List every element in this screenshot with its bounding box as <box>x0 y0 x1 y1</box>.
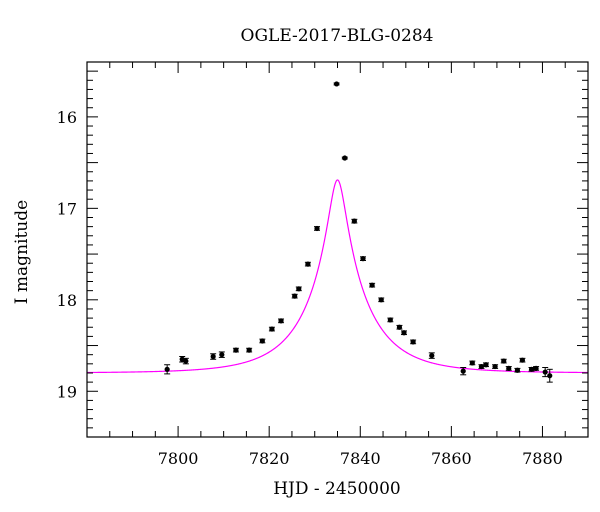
data-point <box>341 155 348 161</box>
data-marker <box>305 261 311 267</box>
data-marker <box>387 317 393 323</box>
chart-title: OGLE-2017-BLG-0284 <box>241 26 434 46</box>
x-tick-label: 7860 <box>431 449 472 468</box>
data-marker <box>219 352 225 358</box>
data-marker <box>369 282 375 288</box>
data-point <box>460 366 467 376</box>
data-point <box>514 367 521 373</box>
data-point <box>519 357 526 363</box>
data-marker <box>292 293 298 299</box>
y-tick-label: 17 <box>57 199 77 218</box>
data-point <box>542 366 549 378</box>
data-marker <box>410 339 416 345</box>
axes-layer: 7800 7820 7840 7860 7880 16 17 18 19 <box>57 61 589 468</box>
data-point <box>278 318 285 324</box>
data-marker <box>378 297 384 303</box>
model-curve-layer <box>86 179 589 374</box>
data-marker <box>342 155 348 161</box>
data-marker <box>492 363 498 370</box>
data-marker <box>278 318 284 324</box>
plot-frame <box>86 61 589 438</box>
x-tick-label: 7820 <box>249 449 290 468</box>
data-marker <box>296 286 302 292</box>
data-marker <box>460 368 466 374</box>
data-marker <box>210 353 216 360</box>
data-marker <box>542 369 548 375</box>
y-axis-label: I magnitude <box>12 200 32 304</box>
data-marker <box>429 352 435 359</box>
data-marker <box>483 362 489 368</box>
data-point <box>246 347 253 353</box>
data-point <box>291 293 298 299</box>
data-point <box>182 357 189 365</box>
data-point <box>492 363 499 370</box>
data-point <box>369 282 376 288</box>
y-tick-label: 19 <box>57 382 77 401</box>
model-curve <box>86 179 589 374</box>
data-marker <box>469 360 475 366</box>
data-marker <box>506 365 512 372</box>
data-point <box>482 362 489 368</box>
data-marker <box>314 225 320 232</box>
data-point <box>333 81 340 87</box>
data-point <box>210 353 217 360</box>
y-tick-label: 16 <box>57 108 77 127</box>
x-tick-label: 7800 <box>158 449 199 468</box>
x-axis-label: HJD - 2450000 <box>273 479 401 499</box>
data-point <box>164 364 171 375</box>
data-point <box>528 366 535 372</box>
data-marker <box>183 358 189 364</box>
data-marker <box>396 324 403 330</box>
data-marker <box>233 347 239 353</box>
data-marker <box>528 366 535 372</box>
x-tick-label: 7840 <box>340 449 381 468</box>
data-point <box>378 297 385 303</box>
data-point <box>268 326 275 332</box>
data-marker <box>360 256 366 262</box>
data-point <box>304 261 311 267</box>
data-point <box>478 363 485 370</box>
data-marker <box>259 338 265 344</box>
data-marker <box>269 326 275 332</box>
data-point <box>505 365 512 372</box>
data-marker <box>164 366 170 372</box>
data-point <box>387 317 394 323</box>
y-tick-label: 18 <box>57 291 77 310</box>
data-point <box>314 225 321 232</box>
data-point <box>360 256 367 262</box>
data-marker <box>514 367 521 373</box>
data-point <box>351 218 358 224</box>
data-point <box>295 286 302 292</box>
data-marker <box>478 363 485 370</box>
data-point <box>259 338 266 344</box>
data-marker <box>533 365 539 372</box>
data-point <box>533 365 540 372</box>
data-marker <box>501 358 507 364</box>
data-point <box>500 358 507 364</box>
data-marker <box>519 357 526 363</box>
data-point <box>410 339 417 345</box>
data-marker <box>333 81 340 87</box>
data-marker <box>351 218 357 224</box>
data-point <box>396 324 403 330</box>
data-point <box>469 360 476 366</box>
data-point <box>218 351 225 358</box>
data-point <box>232 347 239 353</box>
data-point <box>546 368 553 383</box>
data-marker <box>401 330 407 336</box>
data-points-layer <box>164 81 553 383</box>
x-tick-label: 7880 <box>522 449 563 468</box>
data-point <box>428 352 435 359</box>
data-marker <box>547 373 553 379</box>
data-marker <box>246 347 252 353</box>
data-point <box>400 330 407 336</box>
